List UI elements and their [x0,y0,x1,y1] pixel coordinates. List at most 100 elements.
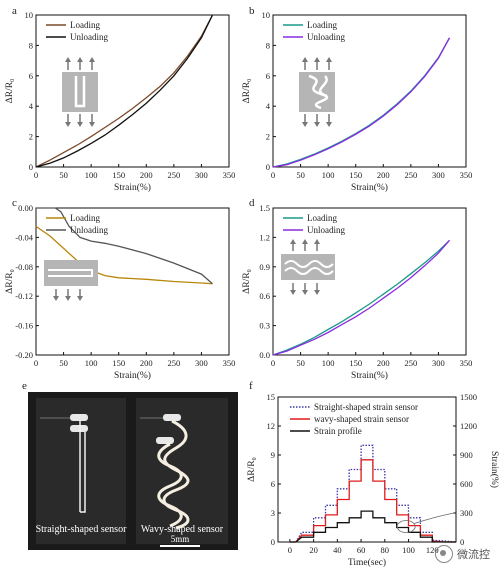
y-tick-label: -0.16 [15,321,33,331]
arrow-head [65,296,71,301]
x-tick-label: 300 [432,358,445,368]
y-right-tick-label: 1500 [460,392,477,402]
x-tick-label: 0 [288,545,292,555]
arrow-head [326,57,332,62]
legend-entry: wavy-shaped strain sensor [314,414,409,424]
legend-entry: Unloading [70,225,108,235]
legend-entry: Loading [70,20,100,30]
y-tick-label: 0.3 [259,321,270,331]
plot-frame [277,396,457,543]
legend-entry: Strain profile [314,426,362,436]
series-line-unloading [36,207,213,285]
y-right-tick-label: 300 [460,508,473,518]
x-tick-label: 50 [296,170,305,180]
wechat-logo-icon [435,545,453,563]
x-tick-label: 150 [349,170,362,180]
panel-label-e: e [22,380,27,392]
series-line-unloading [272,239,450,356]
y-tick-label: 4 [29,101,34,111]
arrow-head [326,122,332,127]
y-axis-label: ΔR/R₀ [242,269,252,294]
y-tick-label: -0.20 [15,350,33,360]
x-tick-label: 40 [333,545,342,555]
arrow-head [314,239,320,244]
y-tick-label: -0.04 [15,232,33,242]
x-tick-label: 300 [195,170,208,180]
scale-bar-label: 5mm [171,534,190,544]
y-right-tick-label: 600 [460,479,473,489]
y-tick-label: 0.6 [259,291,270,301]
y-tick-label: 8 [29,40,33,50]
x-tick-label: 60 [357,545,366,555]
panel-label: a [12,5,17,17]
panel-c: c 0 50 100 150 200 250 300 350 -0.20 -0.16 -0.12 -0.… [5,197,235,381]
y-tick-label: -0.12 [15,291,33,301]
arrow-head [53,296,59,301]
legend-entry: Loading [307,20,337,30]
x-tick-label: 250 [167,170,180,180]
panel-d: d 0 50 100 150 200 250 300 350 0.0 0.3 0.6 0.9 1.2 1.5… [242,197,472,381]
legend-entry: Unloading [70,32,108,42]
y-tick-label: 3 [271,508,275,518]
plot-frame [35,207,230,356]
x-tick-label: 80 [381,545,390,555]
y-axis-label: ΔR/R₀ [242,79,252,104]
arrow-head [302,57,308,62]
y-tick-label: 2 [29,132,33,142]
watermark-text: 微流控 [457,548,490,561]
panel-label: d [249,197,255,209]
y-tick-label: 0.00 [18,203,33,213]
y-tick-label: 0 [271,537,275,547]
y-tick-label: 1.5 [259,203,270,213]
plot-frame [272,14,467,168]
wavy-sensor-photo [140,414,190,530]
watermark: 微流控 [435,545,490,563]
y-tick-label: -0.08 [15,262,33,272]
panel-b: b 0 50 100 150 200 250 300 350 0 2 4 6 8 10 Strain(%) ΔR… [242,5,472,193]
arrow-head [65,57,71,62]
y-tick-label: 9 [271,450,275,460]
y-tick-label: 10 [25,10,34,20]
legend-entry: Straight-shaped strain sensor [314,402,418,412]
x-tick-label: 50 [59,170,68,180]
sensor-trace [74,76,86,108]
arrow-head [77,296,83,301]
x-tick-label: 20 [309,545,318,555]
legend-entry: Loading [70,213,100,223]
x-tick-label: 300 [432,170,445,180]
y-tick-label: 6 [271,479,275,489]
y-tick-label: 10 [262,10,271,20]
plot-frame [272,207,467,356]
y-tick-label: 15 [267,392,276,402]
sensor-trace [308,74,329,110]
x-tick-label: 250 [404,358,417,368]
x-tick-label: 150 [349,358,362,368]
panel-a: a 0 50 100 150 200 250 300 350 0 2 4 6 8 10 Strain(%) ΔR… [5,5,235,193]
x-tick-label: 100 [402,545,415,555]
x-axis-label: Strain(%) [114,182,151,193]
series-line-unloading [272,37,451,168]
y-tick-label: 0.0 [259,350,270,360]
x-tick-label: 350 [223,170,236,180]
x-tick-label: 0 [271,170,275,180]
series-line-wavy-shaped-strain-sensor [289,459,456,543]
plot-frame [35,14,230,168]
y-tick-label: 0.9 [259,262,270,272]
series-line-loading [35,14,214,168]
arrow-head [314,122,320,127]
y-tick-label: 0 [266,162,270,172]
legend-entry: Unloading [307,32,345,42]
annotation-arrow [414,512,455,524]
x-tick-label: 120 [426,545,439,555]
x-tick-label: 100 [85,170,98,180]
y-axis-label: ΔR/R₀ [5,269,15,294]
x-tick-label: 200 [377,170,390,180]
panel-f: f0 20 40 60 80 100 12003691215Time(sec)ΔR/R₀03… [247,380,500,568]
arrow-head [77,122,83,127]
arrow-head [314,290,320,295]
sensor-trace [48,269,93,277]
series-line-loading [272,239,450,356]
y-right-axis-label: Strain(%) [489,451,500,488]
panel-label: f [249,380,253,392]
